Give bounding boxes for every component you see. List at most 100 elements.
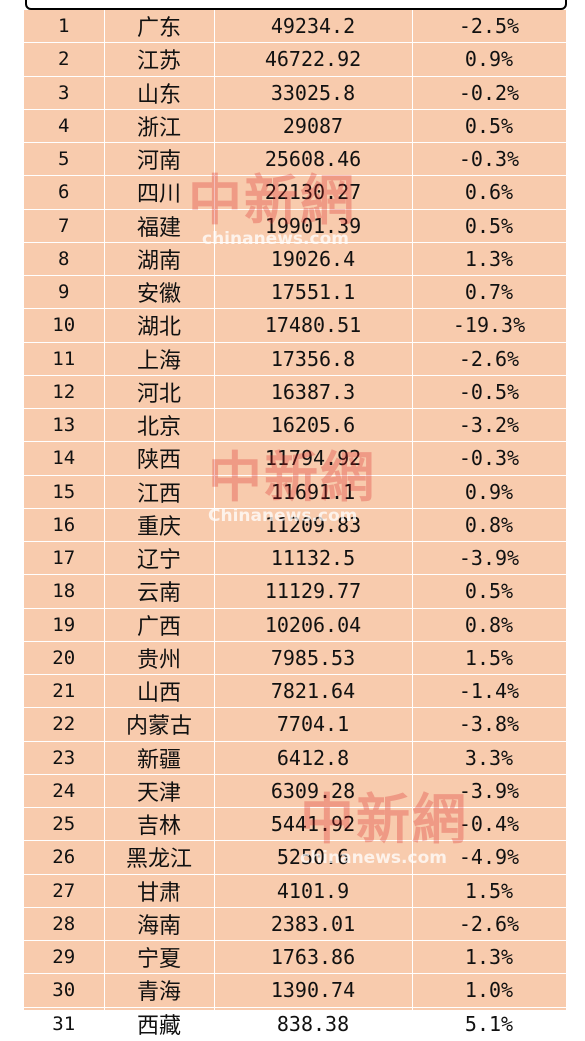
rank-cell: 1 [24,10,105,44]
change-cell: 1.3% [412,940,567,975]
change-cell: -0.2% [412,76,567,110]
change-cell: -3.2% [412,408,567,443]
value-cell: 33025.8 [214,76,413,110]
change-cell: -0.5% [412,375,567,410]
value-cell: 25608.46 [214,142,413,177]
value-cell: 11129.77 [214,574,413,609]
table-row: 18 云南 11129.77 0.5% [24,574,567,609]
value-cell: 16205.6 [214,408,413,443]
table-row: 6 四川 22130.27 0.6% [24,175,567,210]
change-cell: -3.8% [412,707,567,742]
change-cell: 0.8% [412,608,567,642]
change-cell: -0.4% [412,807,567,842]
rank-cell: 5 [24,142,105,177]
table-row: 29 宁夏 1763.86 1.3% [24,940,567,975]
table-row: 14 陕西 11794.92 -0.3% [24,441,567,476]
value-cell: 49234.2 [214,10,413,44]
rank-cell: 16 [24,508,105,543]
change-cell: 1.0% [412,973,567,1008]
value-cell: 1763.86 [214,940,413,975]
table-row: 12 河北 16387.3 -0.5% [24,375,567,410]
table-row: 7 福建 19901.39 0.5% [24,209,567,243]
value-cell: 46722.92 [214,42,413,77]
rank-cell: 8 [24,242,105,277]
change-cell: -1.4% [412,674,567,709]
table-row: 13 北京 16205.6 -3.2% [24,408,567,443]
value-cell: 2383.01 [214,907,413,942]
value-cell: 17356.8 [214,342,413,376]
rank-cell: 27 [24,874,105,908]
table-row: 17 辽宁 11132.5 -3.9% [24,541,567,576]
rank-cell: 22 [24,707,105,742]
province-cell: 黑龙江 [104,840,215,875]
change-cell: -2.5% [412,10,567,44]
province-cell: 内蒙古 [104,707,215,742]
table-row: 4 浙江 29087 0.5% [24,109,567,144]
rank-cell: 24 [24,774,105,809]
province-cell: 青海 [104,973,215,1008]
change-cell: 1.5% [412,874,567,908]
value-cell: 11691.1 [214,475,413,509]
rank-cell: 14 [24,441,105,476]
table-row: 8 湖南 19026.4 1.3% [24,242,567,277]
province-cell: 河南 [104,142,215,177]
value-cell: 17551.1 [214,275,413,310]
province-cell: 西藏 [104,1007,215,1041]
table-row: 9 安徽 17551.1 0.7% [24,275,567,310]
province-cell: 天津 [104,774,215,809]
change-cell: 0.9% [412,475,567,509]
rank-cell: 15 [24,475,105,509]
value-cell: 6412.8 [214,741,413,775]
rank-cell: 21 [24,674,105,709]
province-cell: 广东 [104,10,215,44]
province-cell: 河北 [104,375,215,410]
value-cell: 11132.5 [214,541,413,576]
value-cell: 7821.64 [214,674,413,709]
change-cell: 0.5% [412,209,567,243]
rank-cell: 6 [24,175,105,210]
province-cell: 新疆 [104,741,215,775]
change-cell: 0.6% [412,175,567,210]
table-row: 21 山西 7821.64 -1.4% [24,674,567,709]
change-cell: 0.7% [412,275,567,310]
table-row: 3 山东 33025.8 -0.2% [24,76,567,110]
rank-cell: 18 [24,574,105,609]
change-cell: 0.5% [412,109,567,144]
rank-cell: 25 [24,807,105,842]
change-cell: -0.3% [412,441,567,476]
province-cell: 辽宁 [104,541,215,576]
province-cell: 海南 [104,907,215,942]
value-cell: 17480.51 [214,308,413,343]
rank-cell: 2 [24,42,105,77]
province-cell: 山东 [104,76,215,110]
table-row: 15 江西 11691.1 0.9% [24,475,567,509]
value-cell: 10206.04 [214,608,413,642]
change-cell: 0.9% [412,42,567,77]
change-cell: 5.1% [412,1007,567,1041]
value-cell: 5250.6 [214,840,413,875]
province-cell: 上海 [104,342,215,376]
rank-cell: 26 [24,840,105,875]
province-cell: 江苏 [104,42,215,77]
table-row: 10 湖北 17480.51 -19.3% [24,308,567,343]
table-row: 24 天津 6309.28 -3.9% [24,774,567,809]
value-cell: 838.38 [214,1007,413,1041]
value-cell: 7985.53 [214,641,413,676]
province-cell: 广西 [104,608,215,642]
table-row: 26 黑龙江 5250.6 -4.9% [24,840,567,875]
change-cell: -3.9% [412,774,567,809]
table-row: 1 广东 49234.2 -2.5% [24,10,567,44]
province-cell: 吉林 [104,807,215,842]
province-cell: 云南 [104,574,215,609]
value-cell: 19026.4 [214,242,413,277]
rank-cell: 4 [24,109,105,144]
table-row: 30 青海 1390.74 1.0% [24,973,567,1008]
value-cell: 6309.28 [214,774,413,809]
value-cell: 29087 [214,109,413,144]
rank-cell: 19 [24,608,105,642]
rank-cell: 28 [24,907,105,942]
province-cell: 重庆 [104,508,215,543]
rank-cell: 30 [24,973,105,1008]
province-cell: 北京 [104,408,215,443]
table-row: 11 上海 17356.8 -2.6% [24,342,567,376]
